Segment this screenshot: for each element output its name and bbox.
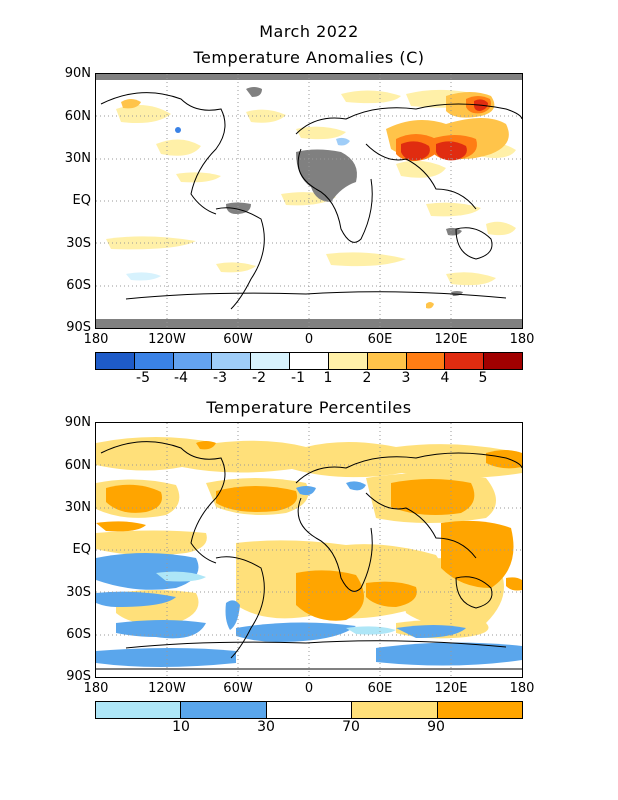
- lat-label: EQ: [72, 193, 91, 208]
- warm-anomaly-patches-intense: [401, 99, 488, 161]
- below-normal-regions: [96, 481, 522, 667]
- anomaly-map: [95, 73, 523, 329]
- lon-label: 180: [509, 332, 535, 347]
- colorbar-label: -3: [213, 370, 227, 386]
- lon-label: 0: [304, 332, 314, 347]
- page-title: March 2022: [259, 22, 359, 41]
- lat-label: 90S: [66, 669, 91, 684]
- coastlines: [100, 92, 522, 310]
- colorbar-label: 1: [323, 370, 333, 386]
- much-below-normal-regions: [156, 571, 396, 635]
- missing-data-band-south: [96, 319, 522, 328]
- colorbar-label: -5: [136, 370, 150, 386]
- colorbar-swatch: [437, 702, 523, 718]
- colorbar-swatch: [406, 353, 446, 369]
- colorbar-swatch: [352, 702, 438, 718]
- lat-label: 90S: [66, 320, 91, 335]
- missing-data-band-north: [96, 74, 522, 80]
- lon-label: 180: [83, 681, 109, 696]
- colorbar-label: -1: [291, 370, 305, 386]
- colorbar-label: 2: [362, 370, 372, 386]
- colorbar-swatch: [96, 702, 182, 718]
- percentile-colorbar: [95, 701, 523, 719]
- colorbar-swatch: [328, 353, 368, 369]
- colorbar-label: 90: [427, 719, 445, 735]
- lon-label: 0: [304, 681, 314, 696]
- colorbar-label: 10: [172, 719, 190, 735]
- colorbar-swatch: [173, 353, 213, 369]
- colorbar-swatch: [134, 353, 174, 369]
- lat-lon-grid: [96, 423, 522, 677]
- colorbar-swatch: [266, 702, 353, 718]
- colorbar-label: 70: [342, 719, 360, 735]
- lat-label: 60N: [64, 109, 91, 124]
- lon-label: 180: [83, 332, 109, 347]
- colorbar-swatch: [290, 353, 329, 369]
- colorbar-label: -2: [252, 370, 266, 386]
- coastlines: [96, 441, 522, 670]
- lat-label: 30N: [64, 151, 91, 166]
- lat-label: 30S: [66, 585, 91, 600]
- lon-label: 60W: [223, 681, 253, 696]
- colorbar-swatch: [484, 353, 522, 369]
- lat-label: 60S: [66, 627, 91, 642]
- colorbar-label: -4: [174, 370, 188, 386]
- cold-anomaly-spot: [175, 127, 181, 133]
- lon-label: 120W: [148, 681, 186, 696]
- lon-label: 120E: [434, 332, 468, 347]
- lon-label: 60E: [367, 681, 393, 696]
- colorbar-label: 5: [478, 370, 488, 386]
- colorbar-swatch: [367, 353, 407, 369]
- lat-lon-grid: [96, 74, 522, 328]
- percentile-map: [95, 422, 523, 678]
- lat-label: 30N: [64, 500, 91, 515]
- lon-label: 120E: [434, 681, 468, 696]
- percentile-map-title: Temperature Percentiles: [206, 398, 412, 417]
- colorbar-label: 3: [401, 370, 411, 386]
- lat-label: 60S: [66, 278, 91, 293]
- colorbar-label: 4: [440, 370, 450, 386]
- colorbar-swatch: [445, 353, 485, 369]
- lat-label: 90N: [64, 66, 91, 81]
- colorbar-swatch: [96, 353, 135, 369]
- cold-anomaly-patch: [336, 137, 350, 146]
- colorbar-label: 30: [257, 719, 275, 735]
- colorbar-swatch: [251, 353, 291, 369]
- lon-label: 180: [509, 681, 535, 696]
- anomaly-colorbar: [95, 352, 523, 370]
- lon-label: 120W: [148, 332, 186, 347]
- warm-anomaly-patches-light: [106, 89, 516, 286]
- lat-label: 60N: [64, 458, 91, 473]
- lat-label: EQ: [72, 542, 91, 557]
- anomaly-map-title: Temperature Anomalies (C): [193, 48, 425, 67]
- much-above-normal-regions: [96, 441, 522, 621]
- lon-label: 60E: [367, 332, 393, 347]
- cold-anomaly-patch: [126, 272, 161, 281]
- lat-label: 30S: [66, 236, 91, 251]
- colorbar-swatch: [181, 702, 267, 718]
- lon-label: 60W: [223, 332, 253, 347]
- lat-label: 90N: [64, 415, 91, 430]
- colorbar-swatch: [212, 353, 252, 369]
